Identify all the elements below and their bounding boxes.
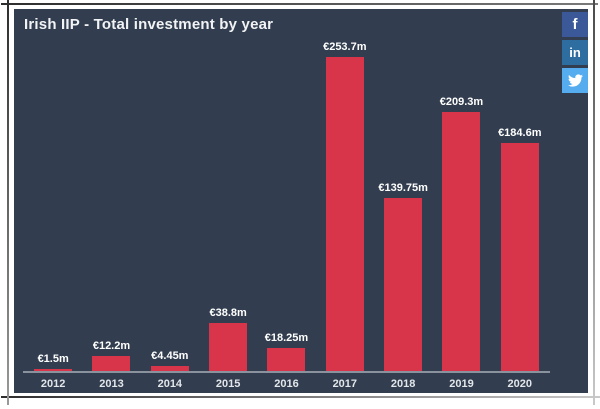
chart-panel: Irish IIP - Total investment by year f i…	[14, 9, 588, 393]
bar-2013[interactable]	[92, 355, 131, 371]
plot-area: €1.5m €12.2m €4.45m €38.8m €18.25m €253.7m €13…	[23, 9, 550, 393]
x-tick-label-2016: 2016	[274, 378, 299, 390]
bar-slot: €139.75m	[374, 39, 432, 371]
linkedin-share-button[interactable]: in	[562, 40, 588, 65]
frame-line-left	[7, 0, 9, 405]
bar-2012[interactable]	[34, 368, 73, 371]
x-tick-label-2018: 2018	[390, 378, 416, 390]
bar-2016[interactable]	[267, 348, 306, 371]
frame-line-top	[1, 3, 598, 5]
twitter-icon	[567, 74, 583, 87]
bar-value-label: €184.6m	[498, 126, 542, 139]
bar-slot: €4.45m	[141, 39, 199, 371]
bar-2019[interactable]	[442, 111, 481, 371]
bar-slot: €209.3m	[432, 39, 490, 371]
frame-line-right	[593, 0, 595, 405]
bar-value-label: €1.5m	[37, 352, 69, 365]
x-tick-label-2013: 2013	[99, 378, 124, 390]
x-tick-label-2014: 2014	[157, 378, 183, 390]
bar-2015[interactable]	[209, 322, 248, 371]
x-tick-label-2017: 2017	[332, 378, 358, 390]
x-tick-label-2020: 2020	[507, 378, 533, 390]
facebook-share-button[interactable]: f	[562, 12, 588, 37]
social-share-buttons: f in	[562, 12, 588, 93]
chart-title: Irish IIP - Total investment by year	[24, 16, 274, 33]
bar-slot: €18.25m	[257, 39, 315, 371]
bar-2017[interactable]	[325, 57, 364, 371]
bar-slot: €38.8m	[199, 39, 257, 371]
x-axis-labels: 2012 2013 2014 2015 2016 2017 2018 2019 2020	[24, 378, 549, 390]
bars-container: €1.5m €12.2m €4.45m €38.8m €18.25m €253.7m €13…	[24, 39, 549, 371]
facebook-icon: f	[572, 16, 578, 33]
x-axis-line	[23, 371, 550, 373]
linkedin-icon: in	[569, 45, 581, 60]
bar-value-label: €12.2m	[92, 339, 131, 352]
bar-2018[interactable]	[384, 198, 423, 371]
bar-value-label: €139.75m	[378, 182, 428, 195]
x-tick-label-2015: 2015	[215, 378, 241, 390]
bar-2020[interactable]	[500, 142, 539, 371]
bar-slot: €184.6m	[491, 39, 549, 371]
frame-line-bottom	[1, 396, 600, 398]
bar-value-label: €209.3m	[439, 95, 484, 108]
bar-value-label: €253.7m	[323, 41, 367, 53]
bar-slot: €253.7m	[316, 39, 374, 371]
bar-slot: €1.5m	[24, 39, 82, 371]
bar-2014[interactable]	[150, 365, 189, 371]
x-tick-label-2019: 2019	[449, 378, 474, 390]
bar-slot: €12.2m	[82, 39, 140, 371]
bar-value-label: €38.8m	[209, 306, 247, 319]
bar-value-label: €4.45m	[151, 349, 189, 362]
bar-value-label: €18.25m	[264, 332, 309, 345]
x-tick-label-2012: 2012	[40, 378, 66, 390]
twitter-share-button[interactable]	[562, 68, 588, 93]
